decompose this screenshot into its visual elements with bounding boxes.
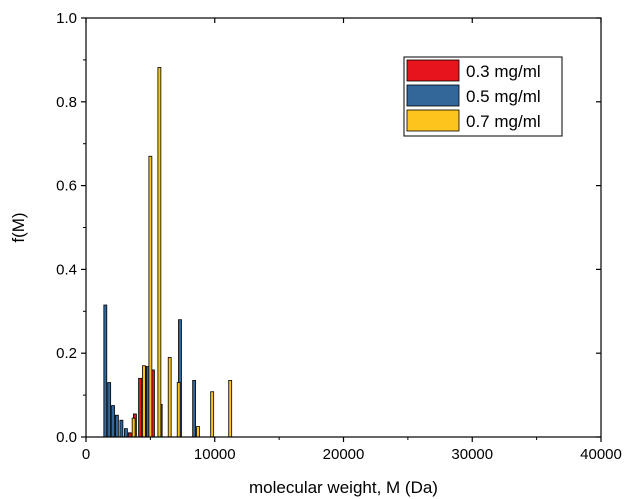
y-tick-label: 0.8 (56, 94, 77, 111)
bar (196, 426, 200, 438)
y-axis-title: f(M) (9, 212, 28, 242)
bar (210, 391, 215, 438)
bar (192, 380, 197, 438)
bar (142, 365, 146, 438)
y-tick-label: 0.2 (56, 345, 77, 362)
bar (138, 377, 142, 438)
bar (107, 382, 112, 438)
x-tick-label: 40000 (580, 446, 622, 463)
y-tick-label: 0.0 (56, 429, 77, 446)
bar (176, 382, 181, 438)
bar (127, 432, 132, 438)
bars-group (103, 67, 233, 438)
bar (124, 428, 128, 438)
x-tick-label: 0 (82, 446, 90, 463)
legend-swatch (406, 84, 460, 107)
x-tick-label: 20000 (323, 446, 365, 463)
legend-label: 0.7 mg/ml (466, 112, 541, 131)
bar (148, 155, 153, 438)
x-axis-title: molecular weight, M (Da) (249, 478, 438, 497)
bar (131, 417, 136, 438)
legend-label: 0.5 mg/ml (466, 87, 541, 106)
y-tick-label: 1.0 (56, 10, 77, 27)
bar (111, 405, 115, 438)
legend-label: 0.3 mg/ml (466, 62, 541, 81)
y-axis: 0.0 0.2 0.4 0.6 0.8 1.0 (56, 10, 601, 446)
bar (119, 419, 124, 438)
legend-swatch (406, 59, 460, 82)
legend-swatch (406, 109, 460, 132)
bar (167, 356, 172, 438)
bar (115, 414, 119, 438)
bar (103, 304, 108, 438)
x-axis: 0 10000 20000 30000 40000 (82, 18, 622, 463)
y-tick-label: 0.4 (56, 261, 77, 278)
x-tick-label: 10000 (194, 446, 236, 463)
legend: 0.3 mg/ml 0.5 mg/ml 0.7 mg/ml (403, 56, 563, 137)
bar (157, 67, 162, 438)
y-tick-label: 0.6 (56, 178, 77, 195)
bar (228, 380, 233, 438)
x-tick-label: 30000 (451, 446, 493, 463)
